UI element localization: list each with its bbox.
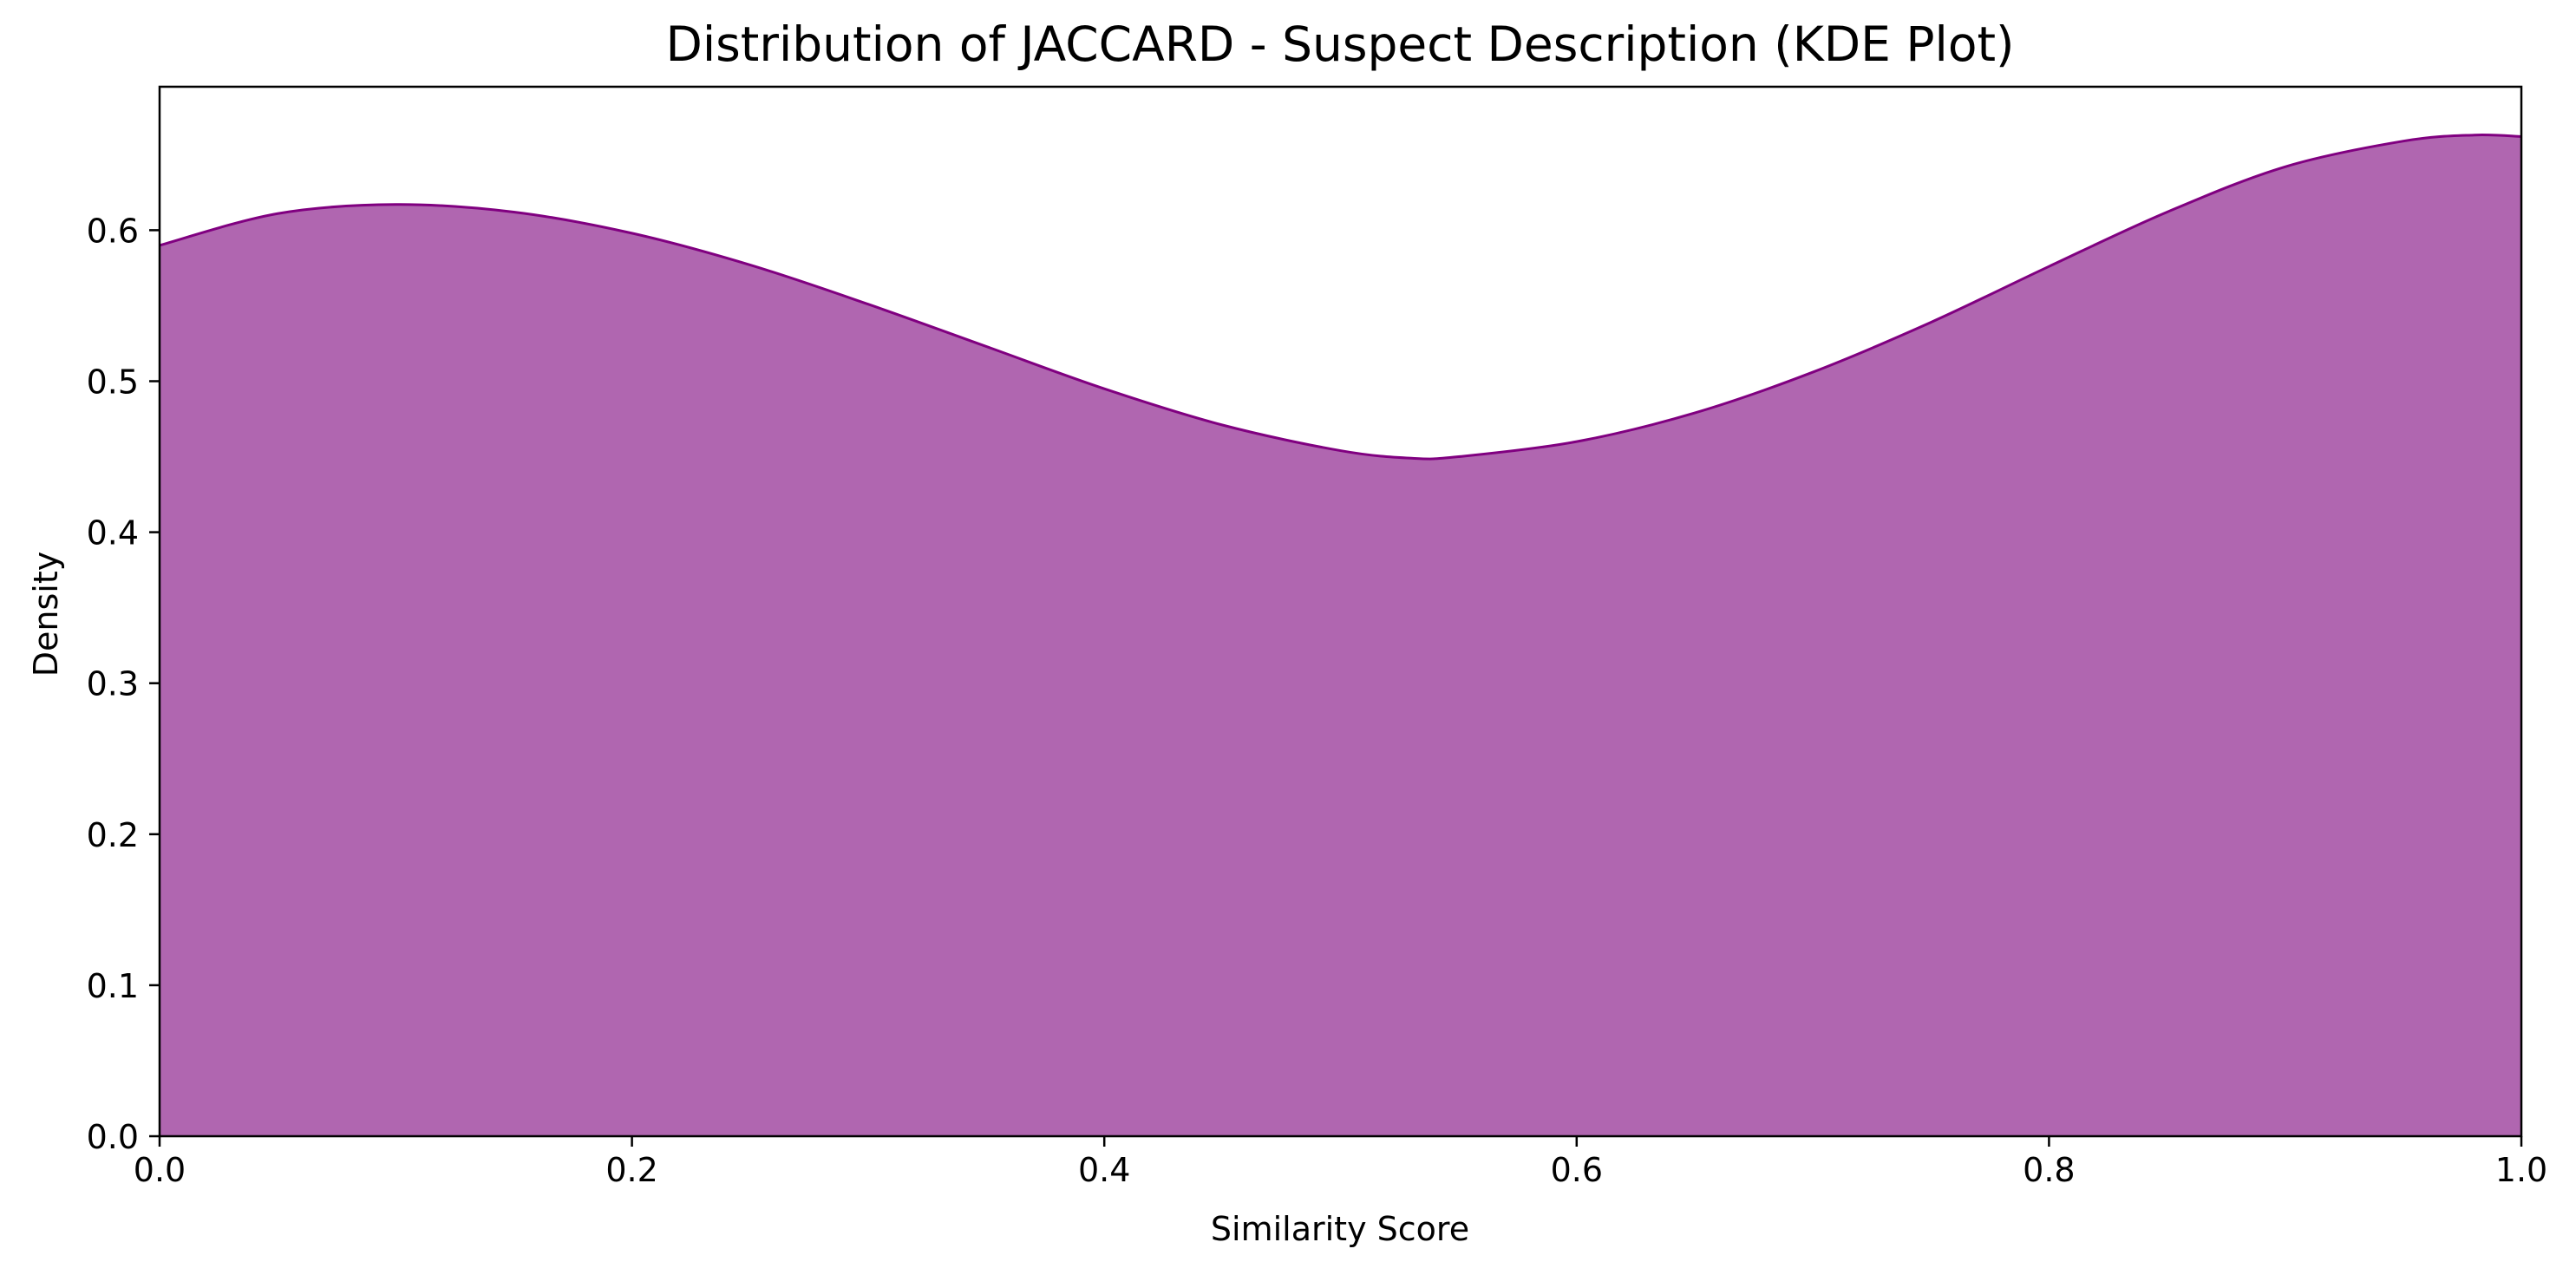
y-tick-label: 0.0 xyxy=(87,1118,139,1156)
y-axis-title: Density xyxy=(27,552,65,677)
plot-frame xyxy=(158,85,2523,1138)
x-axis: 0.0 0.2 0.4 0.6 0.8 1.0 xyxy=(134,1136,2547,1189)
plot-area xyxy=(158,85,2523,1138)
x-tick-label: 0.2 xyxy=(605,1151,657,1189)
y-tick-label: 0.5 xyxy=(87,363,139,401)
x-axis-title: Similarity Score xyxy=(1211,1210,1469,1248)
x-tick-label: 1.0 xyxy=(2495,1151,2547,1189)
y-tick-label: 0.2 xyxy=(87,816,139,854)
density-line xyxy=(159,134,2522,461)
y-tick-label: 0.4 xyxy=(87,514,139,552)
y-axis: 0.0 0.1 0.2 0.3 0.4 0.5 0.6 xyxy=(87,212,160,1156)
x-tick-label: 0.0 xyxy=(134,1151,186,1189)
x-tick-label: 0.6 xyxy=(1551,1151,1603,1189)
y-tick-label: 0.6 xyxy=(87,212,139,250)
density-area xyxy=(160,134,2521,1137)
x-tick-label: 0.4 xyxy=(1078,1151,1130,1189)
chart-title: Distribution of JACCARD - Suspect Descri… xyxy=(666,16,2015,72)
y-tick-label: 0.1 xyxy=(87,967,139,1005)
y-tick-label: 0.3 xyxy=(87,665,139,703)
x-tick-label: 0.8 xyxy=(2023,1151,2075,1189)
